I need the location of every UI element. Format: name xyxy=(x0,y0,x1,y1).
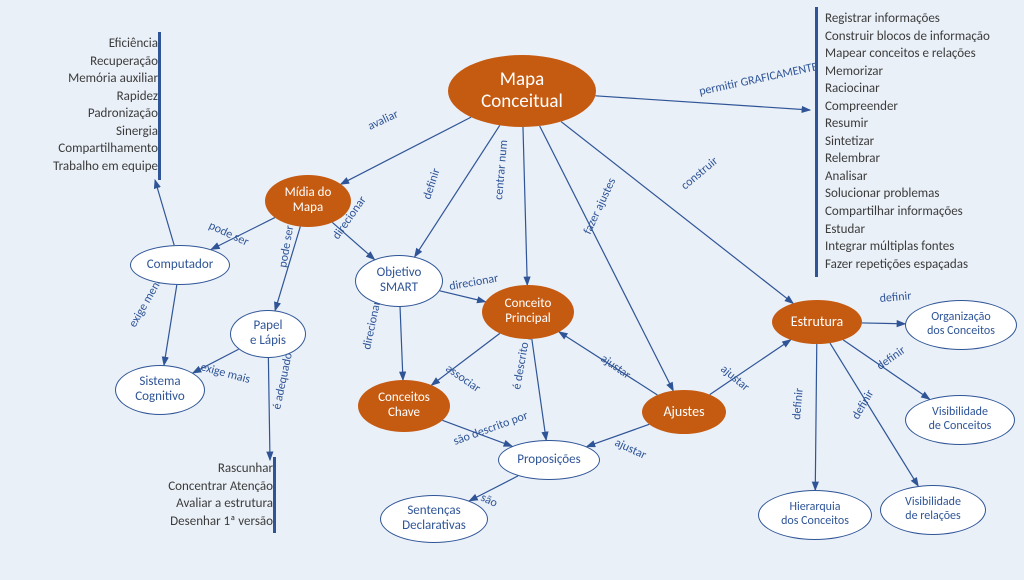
list-item-topRight-6: Resumir xyxy=(825,115,990,133)
node-papel: Papele Lápis xyxy=(230,310,306,358)
edge-label-root-smart: definir xyxy=(420,167,443,202)
list-item-topLeft-2: Memória auxiliar xyxy=(0,70,158,88)
node-hierarquia: Hierarquiados Conceitos xyxy=(758,490,872,540)
edge-estrutura-orgconceitos xyxy=(862,323,905,324)
list-item-topRight-11: Compartilhar informações xyxy=(825,203,990,221)
list-item-topRight-3: Memorizar xyxy=(825,63,990,81)
edge-root-ajustes xyxy=(540,126,674,391)
node-label-papel: Papele Lápis xyxy=(250,319,286,349)
node-label-computador: Computador xyxy=(147,258,213,273)
node-label-visconceitos: Visibilidadede Conceitos xyxy=(929,406,992,434)
edge-label-root-midia: avaliar xyxy=(366,107,401,133)
node-label-estrutura: Estrutura xyxy=(791,314,843,330)
list-item-topRight-10: Solucionar problemas xyxy=(825,185,990,203)
edge-label-root-ajustes: fazer ajustes xyxy=(581,176,619,237)
list-item-topRight-0: Registrar informações xyxy=(825,10,990,28)
list-item-topRight-5: Compreender xyxy=(825,98,990,116)
node-label-root: MapaConceitual xyxy=(481,69,563,113)
list-item-topRight-8: Relembrar xyxy=(825,150,990,168)
edge-principal-proposicoes xyxy=(532,339,546,440)
list-item-bottomLeft-3: Desenhar 1ª versão xyxy=(103,513,273,531)
list-bar-bottomLeft xyxy=(273,457,276,533)
node-smart: ObjetivoSMART xyxy=(355,255,443,307)
list-item-topLeft-7: Trabalho em equipe xyxy=(0,158,158,176)
edge-estrutura-hierarquia xyxy=(815,344,817,490)
list-item-bottomLeft-1: Concentrar Atenção xyxy=(103,478,273,496)
list-bottomLeft: RascunharConcentrar AtençãoAvaliar a est… xyxy=(103,460,273,530)
edge-smart-principal xyxy=(440,291,486,302)
list-item-topRight-9: Analisar xyxy=(825,168,990,186)
edge-label-ajustes-proposicoes: ajustar xyxy=(612,436,648,463)
edge-label-estrutura-orgconceitos: definir xyxy=(879,289,912,306)
special-edge-1 xyxy=(155,180,174,245)
edge-label-midia-computador: pode ser xyxy=(206,219,250,250)
edge-label-estrutura-visrelacoes: definir xyxy=(849,387,877,422)
node-chave: ConceitosChave xyxy=(358,380,450,432)
node-computador: Computador xyxy=(130,245,230,285)
node-label-sentencas: SentençasDeclarativas xyxy=(402,504,466,534)
edge-label-estrutura-visconceitos: definir xyxy=(874,344,908,374)
list-bar-topRight xyxy=(815,7,818,277)
node-label-midia: Mídia doMapa xyxy=(285,186,332,216)
node-estrutura: Estrutura xyxy=(772,300,862,344)
edge-label-smart-principal: direcionar xyxy=(448,272,499,294)
list-bar-topLeft xyxy=(158,32,161,180)
edge-smart-chave xyxy=(400,307,403,380)
node-label-orgconceitos: Organizaçãodos Conceitos xyxy=(927,311,995,339)
special-edge-2 xyxy=(268,358,270,460)
edge-label-papel-cognitivo: exige mais xyxy=(199,360,252,387)
list-item-topRight-1: Construir blocos de informação xyxy=(825,28,990,46)
edge-root-principal xyxy=(523,127,527,285)
list-item-topRight-13: Integrar múltiplas fontes xyxy=(825,238,990,256)
node-orgconceitos: Organizaçãodos Conceitos xyxy=(905,300,1017,350)
node-label-hierarquia: Hierarquiados Conceitos xyxy=(781,501,849,529)
list-item-bottomLeft-2: Avaliar a estrutura xyxy=(103,495,273,513)
node-proposicoes: Proposições xyxy=(498,440,600,480)
node-ajustes: Ajustes xyxy=(642,390,726,434)
node-label-principal: ConceitoPrincipal xyxy=(505,297,552,327)
list-topLeft: EficiênciaRecuperaçãoMemória auxiliarRap… xyxy=(0,35,158,175)
node-label-ajustes: Ajustes xyxy=(663,404,704,420)
node-visrelacoes: Visibilidadede relações xyxy=(880,485,986,535)
list-item-topRight-14: Fazer repetições espaçadas xyxy=(825,256,990,274)
edge-label-estrutura-hierarquia: definir xyxy=(790,387,807,420)
node-label-visrelacoes: Visibilidadede relações xyxy=(905,496,961,524)
list-item-bottomLeft-0: Rascunhar xyxy=(103,460,273,478)
edge-label-chave-proposicoes: são descrito por xyxy=(452,409,530,449)
edge-label-root-principal: centrar num xyxy=(492,139,511,200)
list-item-topLeft-5: Sinergia xyxy=(0,123,158,141)
edge-root-midia xyxy=(341,117,471,184)
edge-label-ajustes-estrutura: ajustar xyxy=(717,362,752,394)
list-item-topLeft-6: Compartilhamento xyxy=(0,140,158,158)
list-item-topRight-4: Raciocinar xyxy=(825,80,990,98)
edge-label-principal-chave: associar xyxy=(443,362,483,396)
node-visconceitos: Visibilidadede Conceitos xyxy=(905,395,1015,445)
node-root: MapaConceitual xyxy=(448,55,596,127)
list-item-topLeft-1: Recuperação xyxy=(0,53,158,71)
list-item-topLeft-4: Padronização xyxy=(0,105,158,123)
node-label-cognitivo: SistemaCognitivo xyxy=(135,375,185,405)
node-midia: Mídia doMapa xyxy=(265,175,351,227)
edge-computador-cognitivo xyxy=(164,285,177,365)
special-edge-label-0: permitir GRAFICAMENTE xyxy=(698,60,819,99)
list-topRight: Registrar informaçõesConstruir blocos de… xyxy=(825,10,990,273)
edge-label-smart-chave: direcionar xyxy=(360,300,384,351)
node-label-proposicoes: Proposições xyxy=(517,453,580,468)
edge-label-ajustes-principal: ajustar xyxy=(598,352,633,383)
list-item-topLeft-3: Rapidez xyxy=(0,88,158,106)
node-label-smart: ObjetivoSMART xyxy=(377,266,422,296)
list-item-topRight-12: Estudar xyxy=(825,221,990,239)
edge-label-root-estrutura: construir xyxy=(679,154,721,193)
node-principal: ConceitoPrincipal xyxy=(482,285,574,339)
special-edge-label-2: é adequado xyxy=(270,351,296,410)
node-cognitivo: SistemaCognitivo xyxy=(115,365,205,415)
node-label-chave: ConceitosChave xyxy=(378,391,430,421)
list-item-topRight-7: Sintetizar xyxy=(825,133,990,151)
list-item-topRight-2: Mapear conceitos e relações xyxy=(825,45,990,63)
node-sentencas: SentençasDeclarativas xyxy=(380,495,488,543)
list-item-topLeft-0: Eficiência xyxy=(0,35,158,53)
